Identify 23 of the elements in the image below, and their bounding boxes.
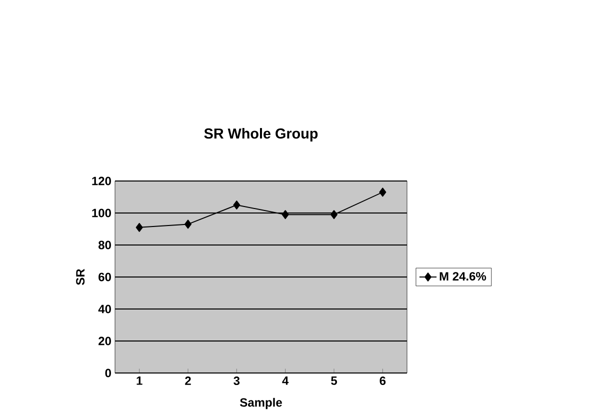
y-tick-label: 0: [105, 368, 111, 378]
legend-label: M 24.6%: [440, 272, 486, 281]
x-tick-label: 3: [234, 376, 240, 386]
y-tick-label: 60: [98, 272, 111, 282]
x-tick-label: 2: [185, 376, 191, 385]
y-tick-label: 80: [98, 240, 111, 250]
y-tick-label: 40: [98, 304, 111, 314]
x-tick-label: 6: [380, 376, 386, 386]
point: [233, 200, 240, 210]
point: [136, 222, 143, 232]
y-tick-label: 100: [92, 208, 111, 218]
x-tick-label: 1: [136, 376, 142, 385]
y-axis-title: SR: [76, 268, 85, 285]
point: [282, 210, 289, 220]
y-tick-label: 20: [98, 336, 111, 346]
chart-title: SR Whole Group: [204, 128, 318, 142]
point: [379, 188, 386, 197]
y-tick-label: 120: [92, 176, 111, 186]
x-tick-label: 5: [331, 376, 338, 385]
point: [330, 210, 338, 220]
x-tick-label: 4: [282, 376, 289, 385]
x-axis-title: Sample: [240, 398, 282, 410]
point: [184, 220, 192, 229]
